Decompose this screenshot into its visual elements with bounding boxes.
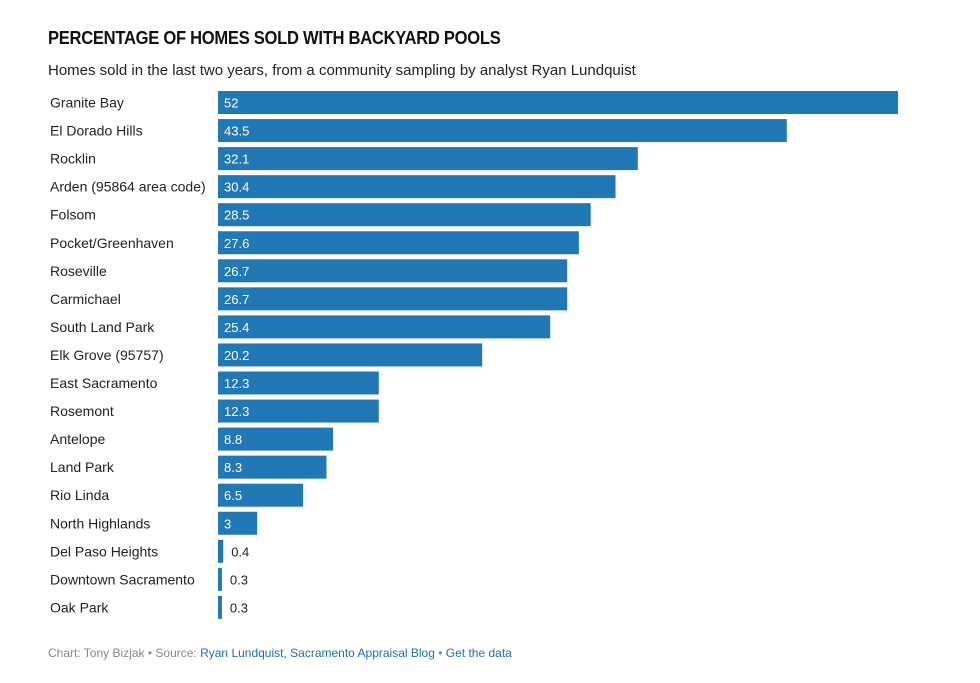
value-label: 28.5	[224, 208, 249, 223]
value-label: 43.5	[224, 124, 249, 139]
bar	[218, 91, 898, 114]
category-label: Downtown Sacramento	[50, 571, 195, 587]
value-label: 0.3	[230, 572, 248, 587]
bar	[218, 315, 551, 339]
bar	[218, 175, 616, 199]
category-label: Arden (95864 area code)	[50, 179, 206, 195]
value-label: 12.3	[224, 404, 249, 419]
category-label: Elk Grove (95757)	[50, 347, 164, 363]
chart-subtitle: Homes sold in the last two years, from a…	[48, 62, 636, 79]
value-label: 0.4	[231, 544, 249, 559]
value-label: 6.5	[224, 488, 242, 503]
bar	[218, 399, 379, 423]
credit-text: Chart: Tony Bizjak	[48, 646, 145, 660]
category-label: Pocket/Greenhaven	[50, 235, 174, 251]
bar	[218, 343, 483, 367]
value-label: 26.7	[224, 292, 249, 307]
value-label: 30.4	[224, 180, 249, 195]
bar	[218, 511, 258, 535]
chart-footer: Chart: Tony Bizjak • Source: Ryan Lundqu…	[48, 646, 512, 660]
bar	[218, 371, 379, 395]
bar	[218, 539, 224, 563]
bar	[218, 483, 303, 507]
value-label: 52	[224, 96, 238, 111]
chart-title: PERCENTAGE OF HOMES SOLD WITH BACKYARD P…	[48, 28, 501, 48]
value-label: 20.2	[224, 348, 249, 363]
category-label: Oak Park	[50, 599, 109, 615]
category-label: Rio Linda	[50, 487, 109, 503]
source-link[interactable]: Ryan Lundquist, Sacramento Appraisal Blo…	[200, 646, 435, 660]
category-label: El Dorado Hills	[50, 123, 143, 139]
category-label: South Land Park	[50, 319, 155, 335]
bar	[218, 567, 222, 591]
category-label: Rocklin	[50, 151, 96, 167]
category-label: Land Park	[50, 459, 115, 475]
value-label: 0.3	[230, 600, 248, 615]
value-label: 25.4	[224, 320, 249, 335]
separator-dot: •	[147, 646, 153, 660]
bar	[218, 427, 334, 451]
bar	[218, 231, 579, 255]
value-label: 26.7	[224, 264, 249, 279]
bar	[218, 119, 787, 143]
value-label: 32.1	[224, 152, 249, 167]
category-label: Folsom	[50, 207, 96, 223]
value-label: 8.8	[224, 432, 242, 447]
category-label: Del Paso Heights	[50, 543, 158, 559]
bar	[218, 595, 222, 619]
category-label: Carmichael	[50, 291, 121, 307]
bar	[218, 287, 568, 311]
category-label: North Highlands	[50, 515, 150, 531]
source-label: Source:	[155, 646, 197, 660]
bar	[218, 147, 638, 171]
value-label: 8.3	[224, 460, 242, 475]
get-data-link[interactable]: Get the data	[445, 646, 512, 660]
category-label: Roseville	[50, 263, 107, 279]
separator-dot: •	[438, 646, 443, 660]
value-label: 3	[224, 516, 231, 531]
category-label: East Sacramento	[50, 375, 158, 391]
bar-chart: Granite Bay 52 El Dorado Hills 43.5 Rocklin 3…	[50, 91, 898, 619]
bar	[218, 259, 568, 283]
category-label: Rosemont	[50, 403, 114, 419]
value-label: 27.6	[224, 236, 249, 251]
bar	[218, 455, 327, 479]
value-label: 12.3	[224, 376, 249, 391]
category-label: Antelope	[50, 431, 105, 447]
category-label: Granite Bay	[50, 95, 124, 111]
bar	[218, 203, 591, 227]
